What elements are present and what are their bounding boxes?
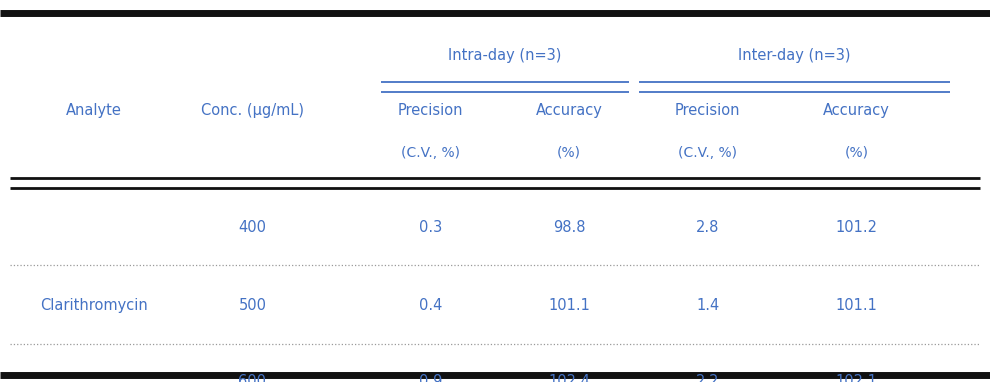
Text: 0.3: 0.3 [419,220,443,235]
Text: Conc. (μg/mL): Conc. (μg/mL) [201,103,304,118]
Text: Inter-day (n=3): Inter-day (n=3) [739,48,850,63]
Text: (%): (%) [557,146,581,160]
Text: (C.V., %): (C.V., %) [678,146,738,160]
Text: 2.8: 2.8 [696,220,720,235]
Text: Accuracy: Accuracy [823,103,890,118]
Text: 400: 400 [239,220,266,235]
Text: Analyte: Analyte [66,103,122,118]
Text: 101.1: 101.1 [548,298,590,313]
Text: 98.8: 98.8 [553,220,585,235]
Text: Intra-day (n=3): Intra-day (n=3) [448,48,561,63]
Text: (%): (%) [844,146,868,160]
Text: 1.4: 1.4 [696,298,720,313]
Text: Precision: Precision [398,103,463,118]
Text: 500: 500 [239,298,266,313]
Text: 600: 600 [239,374,266,382]
Text: 0.9: 0.9 [419,374,443,382]
Text: 0.4: 0.4 [419,298,443,313]
Text: Precision: Precision [675,103,741,118]
Text: 101.2: 101.2 [836,220,877,235]
Text: 102.4: 102.4 [548,374,590,382]
Text: (C.V., %): (C.V., %) [401,146,460,160]
Text: Accuracy: Accuracy [536,103,603,118]
Text: 102.1: 102.1 [836,374,877,382]
Text: 101.1: 101.1 [836,298,877,313]
Text: Clarithromycin: Clarithromycin [41,298,148,313]
Text: 2.2: 2.2 [696,374,720,382]
